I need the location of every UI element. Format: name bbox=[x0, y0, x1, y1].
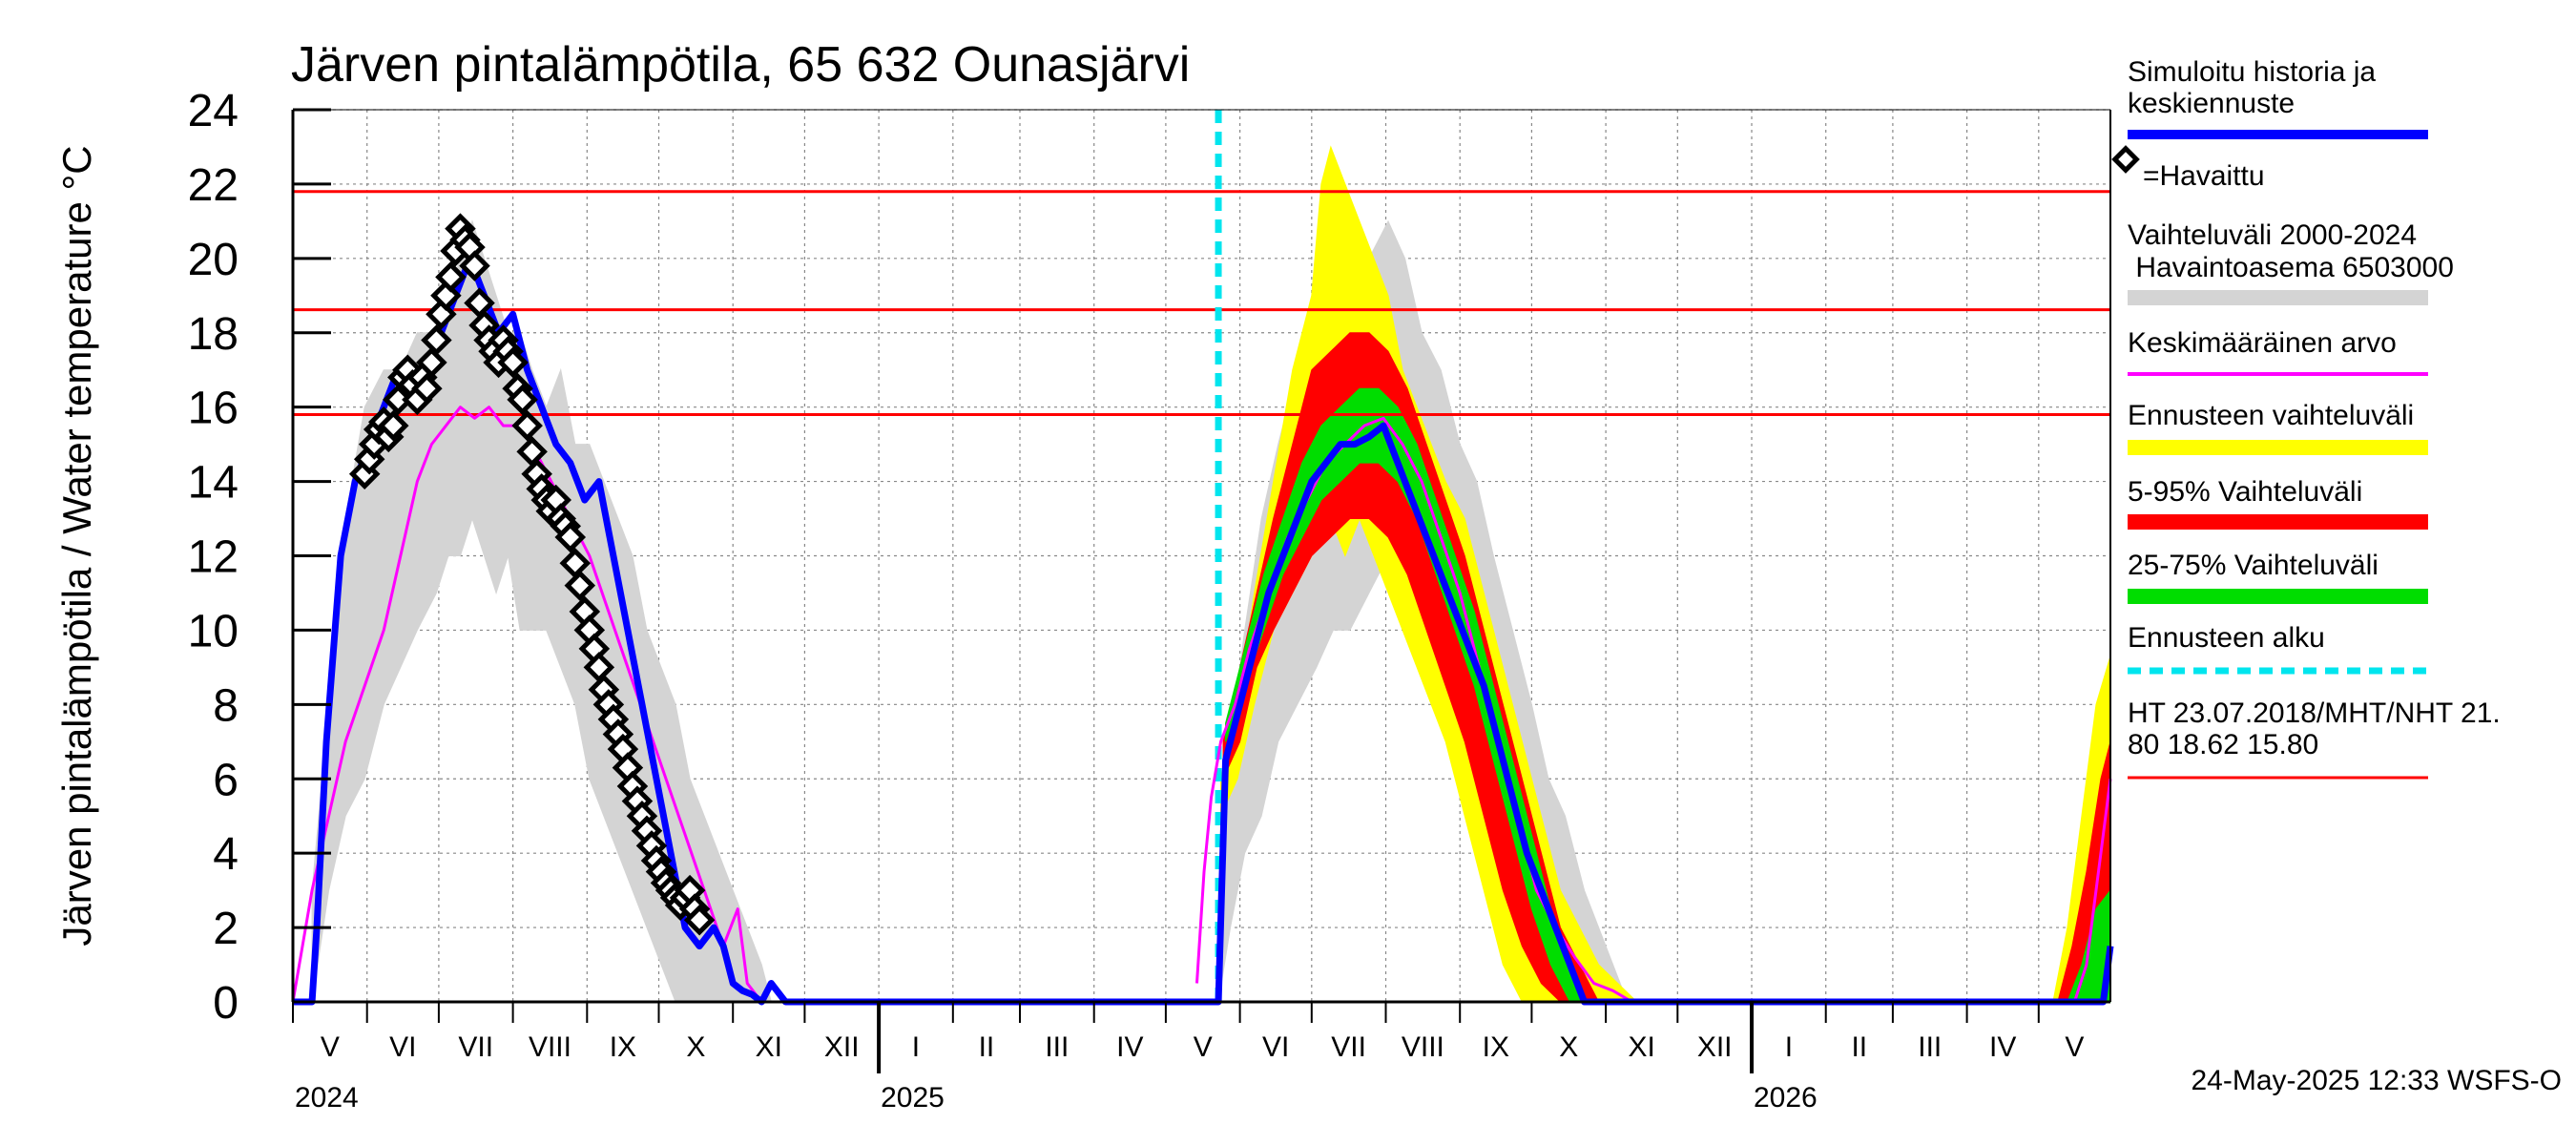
month-label: IV bbox=[1116, 1031, 1143, 1063]
observed-marker bbox=[516, 436, 548, 468]
legend-p5-95-label: 5-95% Vaihteluväli bbox=[2128, 476, 2362, 508]
month-label: XII bbox=[1697, 1031, 1733, 1063]
y-tick-label: 24 bbox=[188, 86, 239, 136]
range-bands bbox=[311, 145, 2111, 1003]
y-tick-label: 16 bbox=[188, 384, 239, 434]
y-tick-label: 22 bbox=[188, 160, 239, 211]
y-tick-label: 0 bbox=[213, 978, 239, 1029]
month-label: XI bbox=[756, 1031, 782, 1063]
axes bbox=[291, 108, 2111, 1073]
month-label: IX bbox=[1483, 1031, 1509, 1063]
y-tick-label: 20 bbox=[188, 235, 239, 285]
month-label: VI bbox=[389, 1031, 416, 1063]
month-label: II bbox=[979, 1031, 995, 1063]
month-label: I bbox=[1785, 1031, 1793, 1063]
observed-marker bbox=[464, 287, 495, 319]
month-label: VIII bbox=[1402, 1031, 1444, 1063]
legend-observed-label: =Havaittu bbox=[2143, 160, 2265, 192]
observed-marker bbox=[583, 652, 615, 683]
y-tick-label: 6 bbox=[213, 755, 239, 805]
month-label: V bbox=[2065, 1031, 2084, 1063]
month-label: VIII bbox=[529, 1031, 571, 1063]
month-label: III bbox=[1045, 1031, 1069, 1063]
month-label: V bbox=[321, 1031, 340, 1063]
x-tick-labels: V VI VII VIII IX X XI XII I II III IV V VI VII VIII IX X X… bbox=[295, 1031, 2084, 1114]
observed-marker bbox=[378, 409, 409, 442]
month-label: VI bbox=[1262, 1031, 1289, 1063]
legend-forecast-start-label: Ennusteen alku bbox=[2128, 622, 2325, 654]
observed-marker bbox=[411, 372, 443, 405]
month-label: I bbox=[912, 1031, 920, 1063]
reference-lines bbox=[293, 110, 2110, 1002]
observed-marker bbox=[554, 521, 587, 553]
y-axis-title: Järven pintalämpötila / Water temperatur… bbox=[54, 145, 99, 946]
year-label: 2026 bbox=[1754, 1082, 1818, 1114]
legend-forecast-range-label: Ennusteen vaihteluväli bbox=[2128, 400, 2414, 431]
legend-observed-marker-icon bbox=[2111, 145, 2140, 174]
legend-range-label: Vaihteluväli 2000-2024 bbox=[2128, 219, 2417, 251]
month-label: III bbox=[1918, 1031, 1942, 1063]
observed-marker bbox=[559, 548, 592, 579]
month-label: XI bbox=[1629, 1031, 1655, 1063]
observed-marker bbox=[497, 346, 529, 379]
observed-marker bbox=[416, 346, 447, 379]
year-label: 2025 bbox=[881, 1082, 945, 1114]
legend: Simuloitu historia ja keskiennuste =Hava… bbox=[2111, 56, 2501, 780]
footer-timestamp: 24-May-2025 12:33 WSFS-O bbox=[2192, 1065, 2563, 1096]
legend-range-label-2: Havaintoasema 6503000 bbox=[2128, 252, 2454, 283]
month-label: VII bbox=[458, 1031, 493, 1063]
y-tick-label: 10 bbox=[188, 606, 239, 656]
observed-markers bbox=[348, 213, 716, 936]
observed-marker bbox=[564, 570, 596, 601]
observed-marker bbox=[383, 384, 414, 416]
legend-ht-label-2: 80 18.62 15.80 bbox=[2128, 729, 2318, 760]
series-line bbox=[1195, 416, 1647, 1004]
month-label: XII bbox=[824, 1031, 860, 1063]
month-label: X bbox=[1559, 1031, 1578, 1063]
month-label: IV bbox=[1989, 1031, 2016, 1063]
month-label: IX bbox=[610, 1031, 636, 1063]
month-label: X bbox=[686, 1031, 705, 1063]
y-tick-label: 14 bbox=[188, 458, 239, 509]
month-label: V bbox=[1194, 1031, 1213, 1063]
month-label: VII bbox=[1331, 1031, 1366, 1063]
series-line bbox=[2072, 779, 2112, 1003]
month-label: II bbox=[1851, 1031, 1867, 1063]
y-tick-label: 12 bbox=[188, 532, 239, 583]
legend-sim-label: Simuloitu historia ja bbox=[2128, 56, 2376, 88]
legend-p25-75-label: 25-75% Vaihteluväli bbox=[2128, 550, 2379, 581]
legend-mean-label: Keskimääräinen arvo bbox=[2128, 327, 2397, 359]
observed-marker bbox=[511, 409, 543, 442]
y-tick-label: 4 bbox=[213, 829, 239, 880]
y-tick-label: 2 bbox=[213, 904, 239, 954]
observed-marker bbox=[683, 905, 716, 936]
observed-marker bbox=[507, 384, 538, 416]
observed-marker bbox=[459, 250, 490, 281]
y-tick-label: 8 bbox=[213, 680, 239, 731]
year-label: 2024 bbox=[295, 1082, 359, 1114]
observed-marker bbox=[421, 324, 452, 356]
legend-ht-label: HT 23.07.2018/MHT/NHT 21. bbox=[2128, 697, 2501, 729]
observed-marker bbox=[435, 261, 467, 293]
y-tick-label: 18 bbox=[188, 309, 239, 360]
chart-title: Järven pintalämpötila, 65 632 Ounasjärvi bbox=[291, 37, 1190, 93]
legend-sim-label-2: keskiennuste bbox=[2128, 88, 2295, 119]
